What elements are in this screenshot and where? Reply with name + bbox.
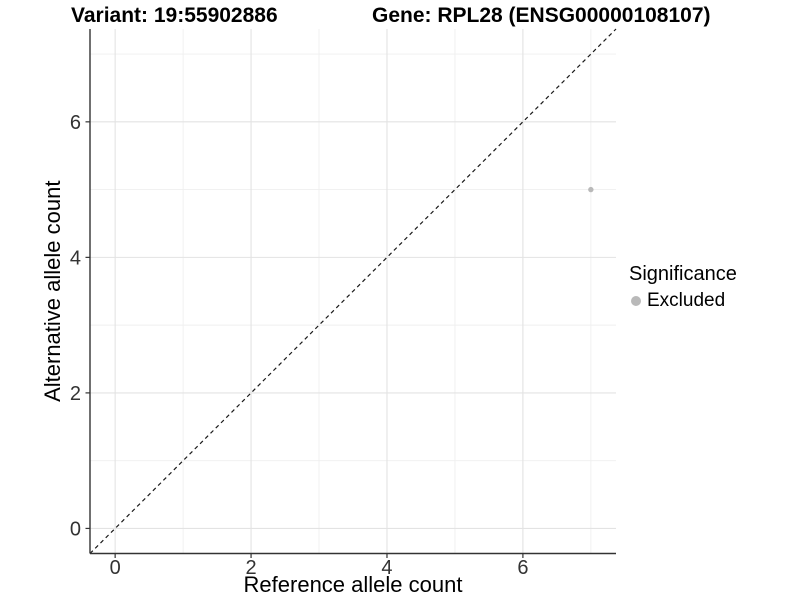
legend-item-excluded: Excluded xyxy=(629,290,737,312)
x-axis-title: Reference allele count xyxy=(244,572,463,597)
x-tick-label: 4 xyxy=(381,557,392,579)
y-tick-label: 2 xyxy=(70,383,81,405)
x-tick-label: 6 xyxy=(517,557,528,579)
identity-reference-line xyxy=(89,28,617,554)
legend-key-dot-icon xyxy=(631,296,641,306)
plot-title-gene: Gene: RPL28 (ENSG00000108107) xyxy=(372,4,711,27)
y-tick-label: 6 xyxy=(70,112,81,134)
legend-title: Significance xyxy=(629,263,737,285)
y-tick-label: 4 xyxy=(70,247,81,269)
legend: Significance Excluded xyxy=(629,263,737,312)
x-tick-label: 2 xyxy=(245,557,256,579)
plot-title-variant: Variant: 19:55902886 xyxy=(71,4,278,27)
data-point xyxy=(588,186,594,193)
y-tick-label: 0 xyxy=(70,518,81,540)
legend-item-label: Excluded xyxy=(647,290,726,311)
y-axis-title: Alternative allele count xyxy=(40,181,65,402)
x-tick-label: 0 xyxy=(110,557,121,579)
